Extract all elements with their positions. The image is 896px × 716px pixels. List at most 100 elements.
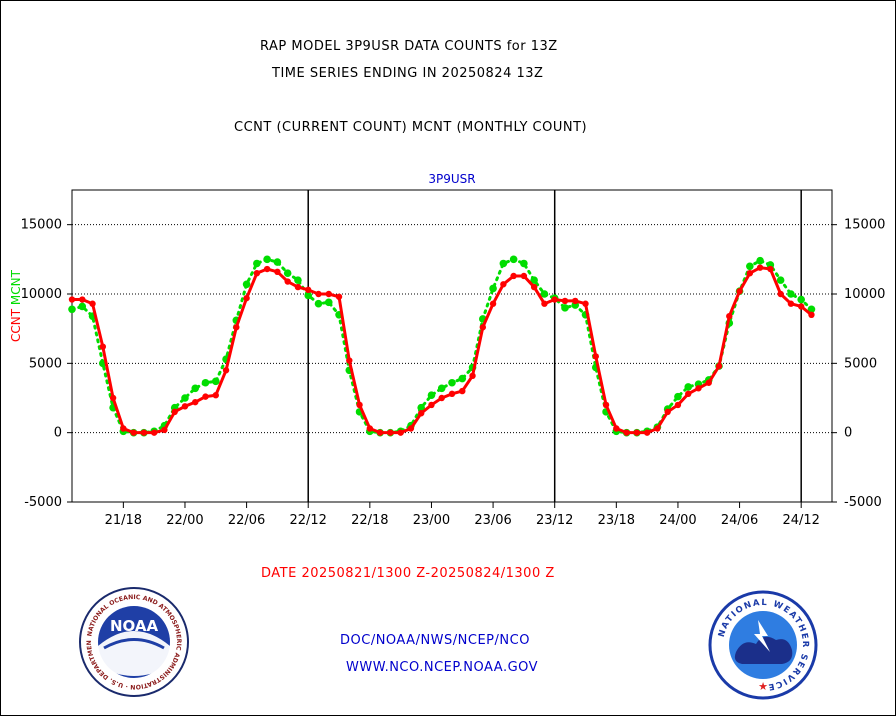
data-point-ccnt [633,429,641,436]
data-point-mcnt [530,276,538,284]
data-point-mcnt [417,403,425,412]
y-tick-label-left: 10000 [21,287,62,302]
plot-area-border [71,189,833,503]
data-point-ccnt [68,296,76,303]
org-path-link[interactable]: DOC/NOAA/NWS/NCEP/NCO [340,633,530,648]
data-point-ccnt [787,300,795,307]
data-point-mcnt [520,259,528,268]
y-tick-label-left: -5000 [24,495,62,510]
x-tick-label: 24/00 [659,513,696,528]
data-point-mcnt [181,394,189,402]
y-axis-label-mcnt: MCNT [9,269,23,305]
x-tick-label: 21/18 [105,513,142,528]
data-point-ccnt [407,425,415,432]
website-link[interactable]: WWW.NCO.NCEP.NOAA.GOV [346,660,539,675]
x-tick-label: 22/18 [351,513,388,528]
data-point-ccnt [202,393,209,400]
y-tick-label-right: 0 [844,426,852,441]
data-point-mcnt [674,392,682,401]
data-point-ccnt [387,429,394,436]
data-point-ccnt [746,270,754,277]
data-point-mcnt [448,378,456,387]
x-tick-label: 22/12 [289,513,326,528]
data-point-ccnt [592,353,599,360]
y-tick-label-right: 10000 [844,287,885,302]
data-point-ccnt [674,401,682,409]
data-point-mcnt [746,262,754,271]
data-point-ccnt [99,343,107,350]
data-point-ccnt [664,408,671,416]
data-point-mcnt [283,269,292,278]
data-point-ccnt [212,392,219,399]
data-point-ccnt [294,283,302,291]
data-point-ccnt [797,303,805,310]
data-point-ccnt [602,401,610,409]
y-tick-label-right: -5000 [844,495,882,510]
data-point-ccnt [150,429,158,436]
data-point-ccnt [572,297,579,305]
data-point-mcnt [304,291,313,300]
data-point-mcnt [437,384,446,393]
svg-text:★: ★ [758,680,768,693]
data-point-ccnt [510,272,517,280]
data-point-mcnt [314,299,323,308]
nws-logo: NATIONAL WEATHER SERVICE ★ [708,590,818,700]
data-point-mcnt [427,391,436,400]
y-axis-label-ccnt: CCNT [9,305,23,342]
svg-text:NOAA: NOAA [110,617,159,635]
data-point-ccnt [459,387,466,395]
chart-title-line1: RAP MODEL 3P9USR DATA COUNTS for 13Z [260,39,558,54]
x-tick-label: 23/06 [474,513,511,528]
date-range-label: DATE 20250821/1300 Z-20250824/1300 Z [261,566,555,581]
data-point-ccnt [417,410,425,417]
data-point-ccnt [346,357,353,364]
data-point-mcnt [68,305,76,314]
data-point-ccnt [243,294,250,302]
x-tick-label: 24/12 [782,513,819,528]
data-point-mcnt [458,374,467,383]
data-point-ccnt [120,425,127,432]
data-point-ccnt [253,270,261,277]
y-tick-label-right: 5000 [844,356,877,371]
noaa-logo: NOAA NATIONAL OCEANIC AND ATMOSPHERIC AD… [78,586,189,697]
data-point-ccnt [356,401,363,409]
data-point-ccnt [705,379,712,386]
data-point-ccnt [736,288,743,295]
data-point-mcnt [797,295,805,304]
data-point-ccnt [623,429,630,436]
data-point-mcnt [294,276,302,284]
data-point-mcnt [324,298,333,307]
y-tick-label-left: 0 [54,426,62,441]
data-point-ccnt [756,264,764,271]
data-point-ccnt [489,300,497,307]
y-tick-label-left: 15000 [21,218,62,233]
data-point-ccnt [777,290,784,298]
data-point-mcnt [242,280,251,289]
data-point-mcnt [509,255,518,264]
x-tick-label: 24/06 [721,513,758,528]
data-point-ccnt [305,286,312,294]
data-point-mcnt [201,378,210,387]
panel-title: 3P9USR [428,172,475,186]
data-point-mcnt [540,290,549,298]
data-point-mcnt [253,259,261,268]
data-point-ccnt [715,362,723,370]
data-point-mcnt [211,377,220,386]
data-point-ccnt [551,296,558,303]
data-point-ccnt [613,425,620,432]
y-axis-label: CCNT MCNT [9,269,23,342]
data-point-ccnt [140,429,148,436]
data-point-ccnt [222,367,230,374]
data-point-mcnt [273,258,282,266]
data-point-ccnt [808,311,815,318]
chart-title-line2: TIME SERIES ENDING IN 20250824 13Z [272,66,544,81]
data-point-ccnt [582,300,589,307]
data-point-mcnt [499,259,508,268]
x-tick-label: 22/00 [166,513,203,528]
data-point-ccnt [335,293,343,300]
data-point-ccnt [397,429,404,436]
data-point-ccnt [479,324,487,331]
data-point-ccnt [500,281,507,288]
data-point-ccnt [685,390,692,398]
data-point-ccnt [79,296,86,303]
